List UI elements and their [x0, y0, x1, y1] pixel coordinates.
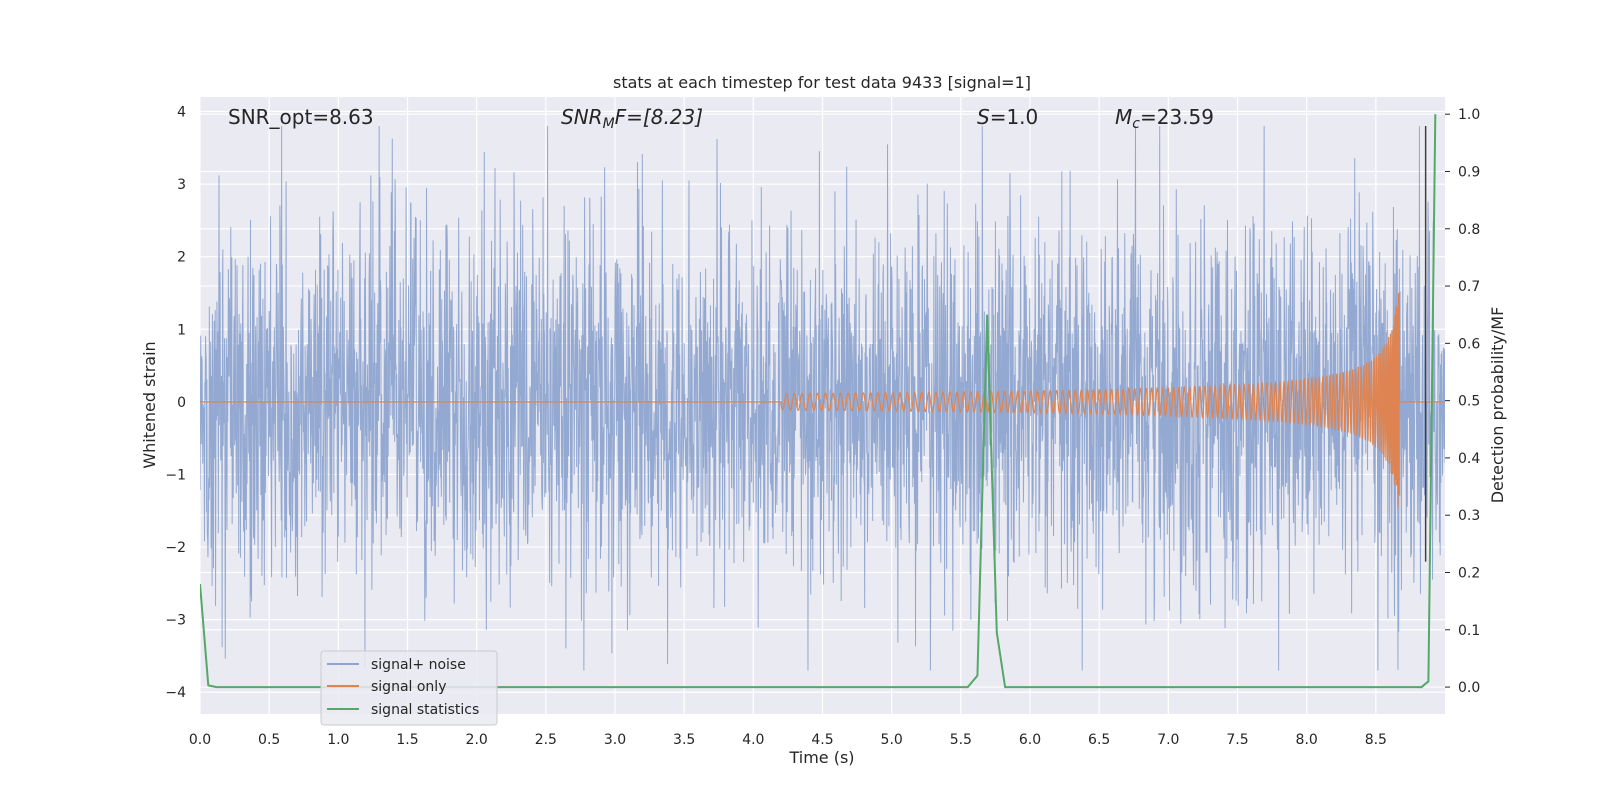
x-tick-label: 3.0	[604, 732, 626, 748]
annotation-mc-base: M	[1115, 105, 1132, 129]
y-tick-label: 1	[177, 322, 186, 338]
x-tick-label: 2.5	[535, 732, 557, 748]
x-tick-label: 2.0	[466, 732, 488, 748]
y-tick-label: 0	[177, 395, 186, 411]
legend-box	[320, 650, 498, 726]
x-tick-label: 7.0	[1157, 732, 1179, 748]
y-right-tick-label: 0.6	[1458, 336, 1480, 352]
x-tick-label: 6.0	[1019, 732, 1041, 748]
annotation-snr-mf-rest: F=[8.23]	[615, 105, 703, 129]
x-tick-label: 8.5	[1365, 732, 1387, 748]
x-tick-label: 1.0	[327, 732, 349, 748]
annotation-snr-opt: SNR_opt=8.63	[228, 105, 374, 129]
annotation-mc: Mc=23.59	[1115, 105, 1214, 132]
y-tick-label: −3	[165, 613, 186, 629]
x-tick-label: 3.5	[673, 732, 695, 748]
data-layer	[200, 114, 1445, 689]
y-right-tick-label: 0.1	[1458, 623, 1480, 639]
series-signal-only-line	[200, 292, 1445, 508]
y-right-tick-label: 0.5	[1458, 394, 1480, 410]
y-tick-label: −1	[165, 467, 186, 483]
y-right-tick-label: 1.0	[1458, 107, 1480, 123]
annotation-snr-mf-base: SNR	[561, 105, 603, 129]
annotation-mc-sub: c	[1132, 116, 1140, 132]
y-right-tick-label: 0.2	[1458, 565, 1480, 581]
annotation-s-base: S	[977, 105, 990, 129]
tick-labels: 0.0 0.5 1.0 1.5 2.0 2.5 3.0 3.5 4.0 4.5 5.0 5.5 6.0 6…	[165, 105, 1480, 748]
annotation-s-rest: =1.0	[990, 105, 1039, 129]
legend: signal+ noise signal only signal statist…	[320, 650, 498, 726]
y-tick-label: 3	[177, 177, 186, 193]
y-axis-label: Whitened strain	[140, 341, 159, 468]
x-tick-label: 8.0	[1296, 732, 1318, 748]
y-tick-label: 2	[177, 250, 186, 266]
x-tick-label: 4.0	[742, 732, 764, 748]
annotation-snr-mf: SNRMF=[8.23]	[561, 105, 703, 132]
x-tick-label: 4.5	[811, 732, 833, 748]
x-tick-label: 7.5	[1226, 732, 1248, 748]
annotation-mc-rest: =23.59	[1140, 105, 1214, 129]
series-signal-noise-line	[200, 126, 1445, 671]
x-tick-label: 6.5	[1088, 732, 1110, 748]
y-tick-label: −4	[165, 685, 186, 701]
y-right-tick-label: 0.9	[1458, 164, 1480, 180]
annotation-snr-mf-sub: M	[603, 116, 615, 132]
y-tick-label: −2	[165, 540, 186, 556]
x-tick-label: 1.5	[396, 732, 418, 748]
series-signal-statistics-line	[200, 114, 1437, 689]
y-right-tick-label: 0.3	[1458, 508, 1480, 524]
x-tick-label: 5.0	[881, 732, 903, 748]
x-axis-label: Time (s)	[788, 748, 854, 767]
y-tick-label: 4	[177, 105, 186, 121]
y-right-tick-label: 0.4	[1458, 451, 1480, 467]
chart-title: stats at each timestep for test data 943…	[613, 73, 1031, 92]
x-tick-label: 5.5	[950, 732, 972, 748]
x-tick-label: 0.0	[189, 732, 211, 748]
legend-label-signal-only: signal only	[371, 679, 446, 695]
y-right-tick-label: 0.0	[1458, 680, 1480, 696]
legend-label-signal-statistics: signal statistics	[371, 702, 479, 718]
annotation-s-stat: S=1.0	[977, 105, 1038, 129]
y-right-tick-label: 0.8	[1458, 222, 1480, 238]
y-axis-right-label: Detection probability/MF	[1488, 307, 1507, 504]
legend-label-signal-noise: signal+ noise	[371, 657, 466, 673]
x-tick-label: 0.5	[258, 732, 280, 748]
y-right-tick-label: 0.7	[1458, 279, 1480, 295]
